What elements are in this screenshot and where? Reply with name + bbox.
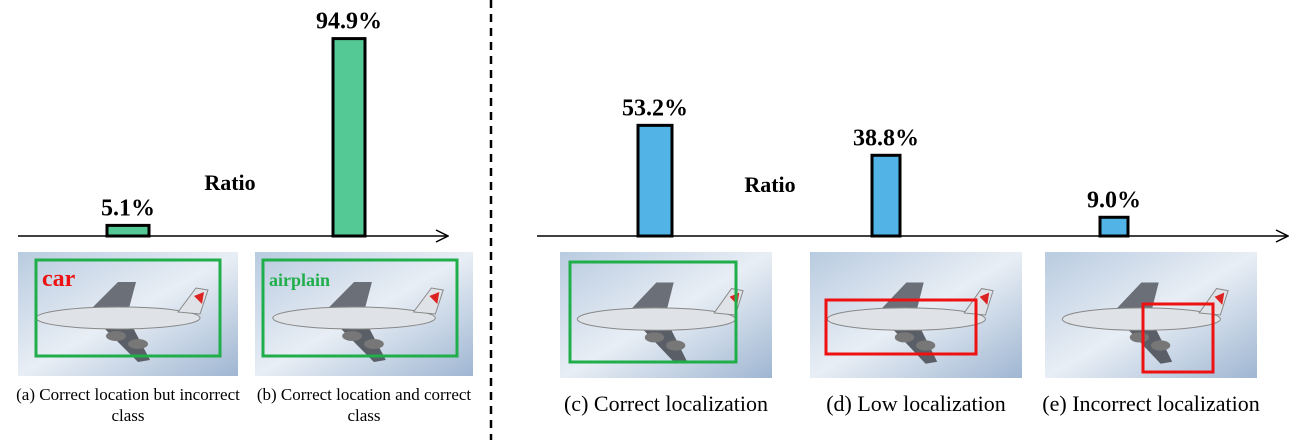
- bounding-box: [824, 298, 978, 356]
- engine: [1129, 332, 1150, 343]
- engine: [128, 339, 148, 349]
- airplane: [35, 282, 209, 362]
- bar: [105, 223, 151, 238]
- engine: [342, 331, 363, 341]
- bar: [870, 153, 902, 238]
- wing: [877, 282, 924, 313]
- airplane: [272, 282, 444, 362]
- category-label: (b) Correct location and correct class: [256, 385, 472, 425]
- box-label: airplain: [269, 270, 330, 290]
- category-label: (e) Incorrect localization: [1042, 391, 1260, 416]
- fuselage: [35, 306, 201, 330]
- engine: [916, 340, 936, 351]
- bounding-box: [1141, 302, 1215, 374]
- value-label: 53.2%: [622, 95, 688, 121]
- category-label: (a) Correct location but incorrect class: [16, 385, 240, 425]
- airplane: [576, 282, 744, 364]
- fuselage: [272, 306, 436, 330]
- tail-stripe: [429, 292, 440, 304]
- engine: [644, 332, 665, 343]
- bar: [1098, 215, 1130, 238]
- axis-label: Ratio: [744, 172, 795, 197]
- tail-stripe: [194, 292, 204, 304]
- bar: [331, 37, 367, 238]
- wing: [627, 282, 674, 313]
- fuselage: [1061, 307, 1221, 331]
- tail-stripe: [1214, 292, 1225, 305]
- value-label: 5.1%: [101, 195, 155, 221]
- value-label: 9.0%: [1087, 187, 1141, 213]
- fuselage: [576, 307, 736, 331]
- category-label: (c) Correct localization: [563, 391, 768, 416]
- value-label: 38.8%: [853, 125, 919, 151]
- bounding-box: [568, 260, 738, 364]
- bounding-box: [261, 258, 459, 358]
- box-label: car: [42, 266, 76, 292]
- wing: [324, 282, 372, 312]
- bounding-box: [34, 258, 222, 358]
- engine: [364, 339, 384, 349]
- axis-label: Ratio: [204, 170, 255, 195]
- bar: [636, 123, 674, 238]
- fuselage: [826, 307, 986, 331]
- engine: [1151, 340, 1171, 351]
- engine: [894, 332, 915, 343]
- engine: [666, 340, 686, 351]
- wing: [88, 282, 136, 312]
- value-label: 94.9%: [316, 9, 382, 35]
- engine: [106, 331, 126, 341]
- category-label: (d) Low localization: [826, 391, 1006, 416]
